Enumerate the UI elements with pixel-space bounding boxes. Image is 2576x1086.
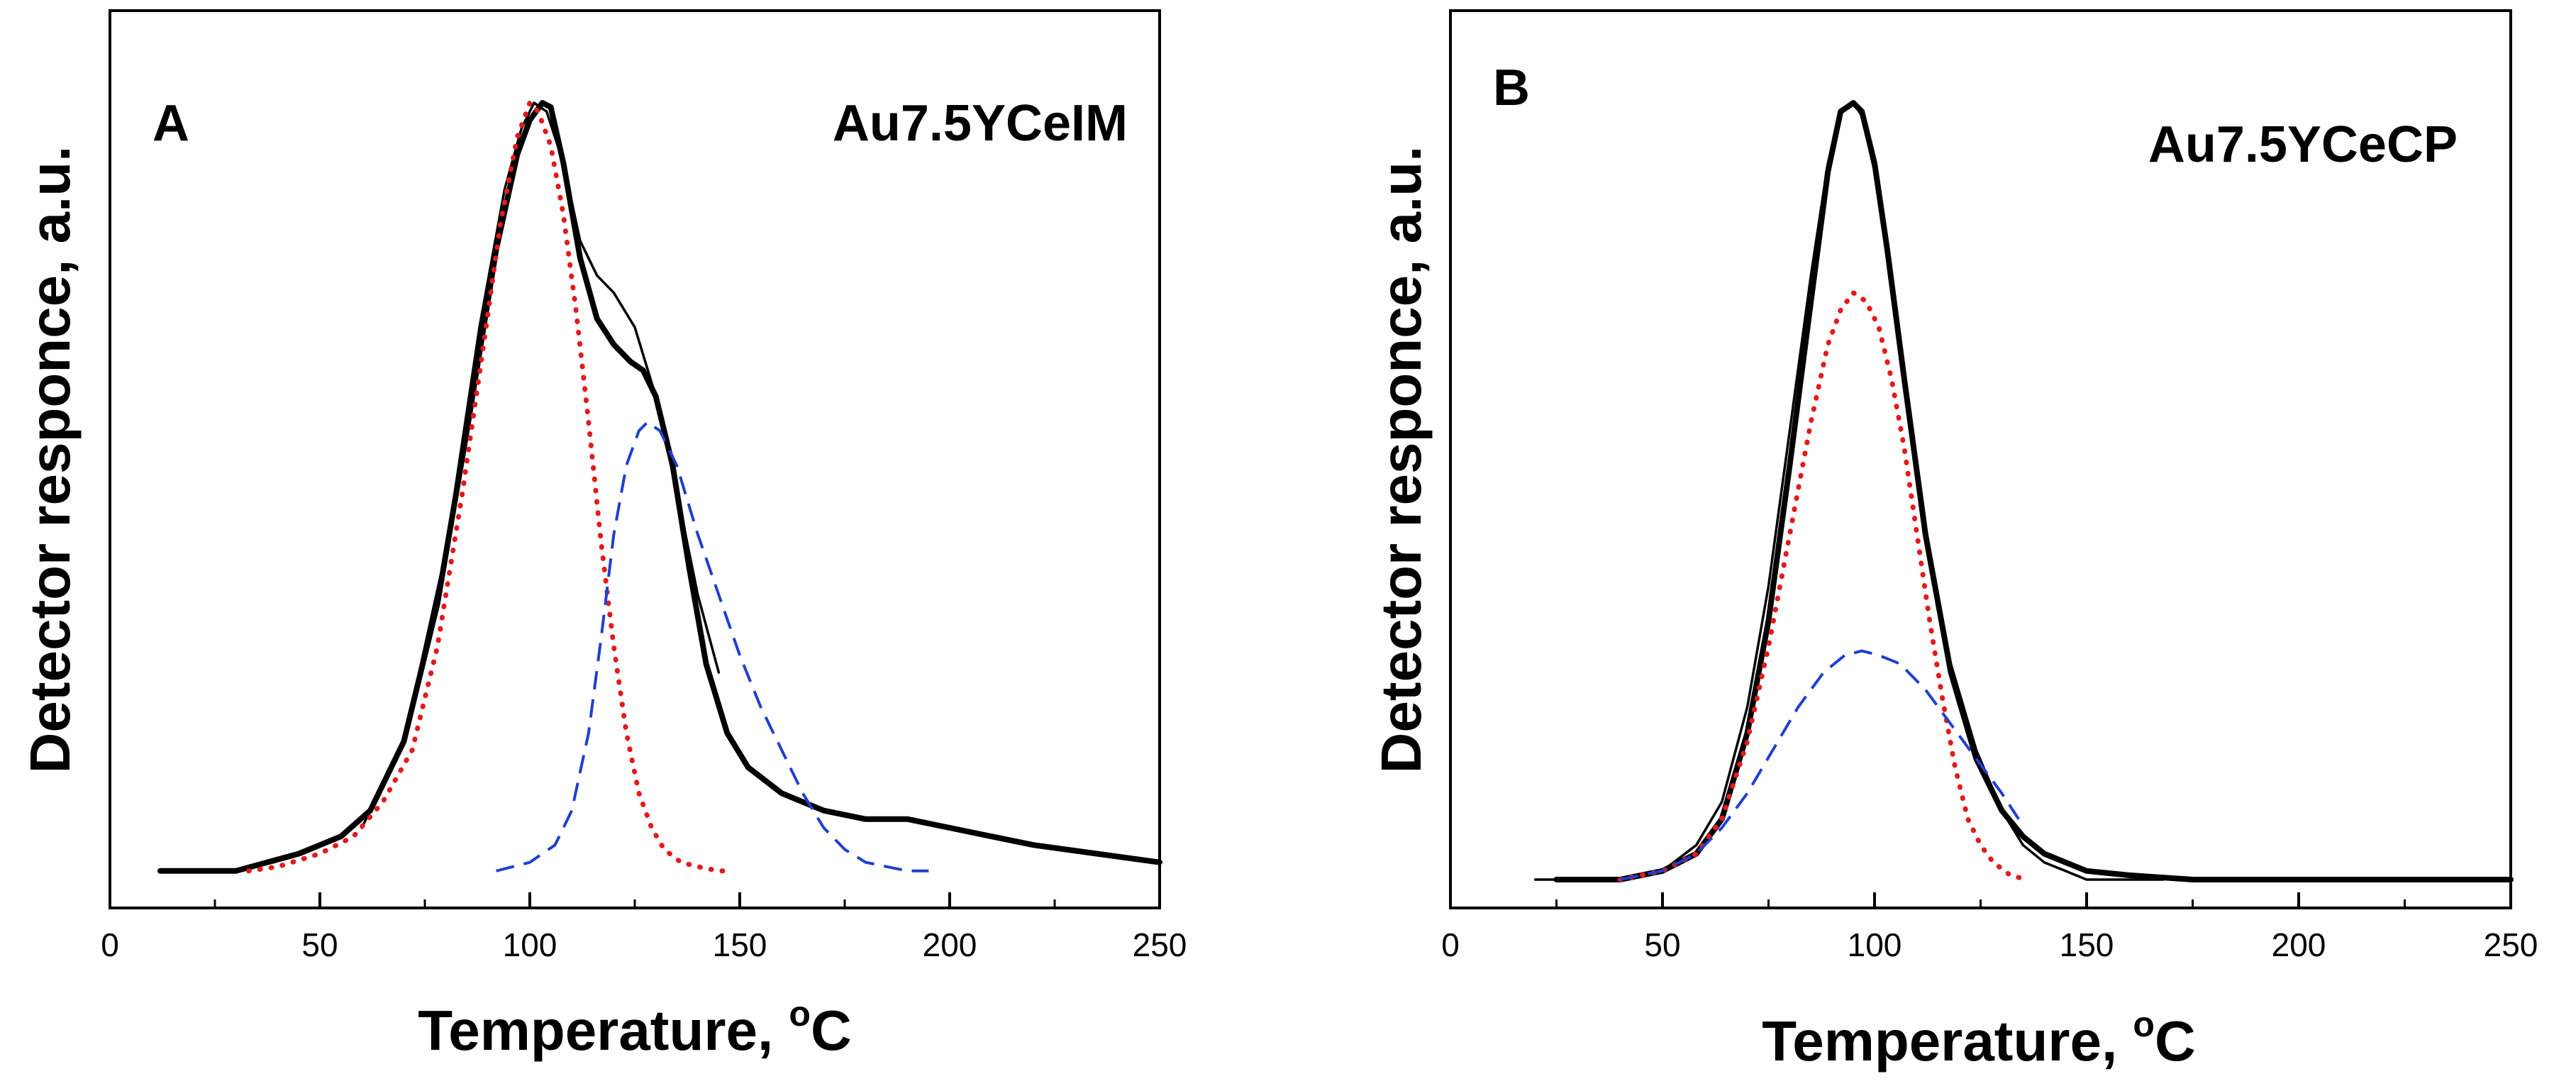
panel-b-label: B [1493,60,1530,116]
panel-a-x-tick-label: 100 [503,926,557,963]
panel-b-x-ticks: 0 50 100 150 200 250 [1441,892,2538,963]
panel-b-x-axis-text: Temperature, [1762,1009,2133,1073]
panel-a-x-tick-label: 250 [1133,926,1187,963]
panel-a-x-axis-text: Temperature, [418,999,789,1062]
panel-b-x-tick-label: 150 [2060,926,2114,963]
panel-b-x-axis-degree: o [2133,1004,2155,1044]
panel-a-series-experimental [157,100,1162,874]
panel-b-y-axis-title: Detector responce, a.u. [1370,146,1433,774]
panel-a-y-axis-title: Detector responce, a.u. [18,146,82,774]
panel-b-series-fit-envelope [1533,101,2165,881]
panel-a-x-tick-label: 0 [101,926,119,963]
panel-a-x-axis-degree: o [789,994,811,1034]
panel-b-x-axis-unit: C [2155,1009,2196,1073]
panel-a-label: A [152,95,189,152]
panel-b-x-tick-label: 0 [1441,926,1460,963]
panel-a-series-peak-2 [496,421,929,872]
panel-b-x-tick-label: 50 [1644,926,1680,963]
panel-b-x-tick-label: 250 [2484,926,2538,963]
panel-a-x-tick-label: 50 [301,926,338,963]
panel-a-x-tick-label: 200 [923,926,977,963]
panel-b-x-tick-label: 200 [2272,926,2326,963]
panel-a-chart: 0 50 100 150 200 250 A Au7.5YCeIM Detector re… [18,9,1187,1062]
panel-b-chart: 0 50 100 150 200 250 B Au7.5YCeCP Detector re… [1370,9,2538,1073]
panel-a-series [157,100,1162,874]
panel-a-x-tick-label: 150 [713,926,767,963]
panel-a-series-peak-1 [245,100,734,874]
panel-b-x-axis-title: Temperature, oC [1762,1004,2195,1073]
panel-b-series-peak-1 [1617,290,2030,882]
panel-b-x-tick-label: 100 [1848,926,1902,963]
panel-b-series-experimental [1553,100,2514,882]
panel-a-x-ticks: 0 50 100 150 200 250 [101,892,1187,963]
panel-a-series-fit-envelope [360,101,721,829]
panel-a-x-axis-title: Temperature, oC [418,994,851,1062]
panel-b-title: Au7.5YCeCP [2148,116,2458,173]
panel-a-title: Au7.5YCeIM [833,95,1128,152]
panel-b-series-peak-2 [1619,649,2020,881]
panel-a-x-axis-unit: C [811,999,852,1062]
panel-b-series [1533,100,2514,882]
